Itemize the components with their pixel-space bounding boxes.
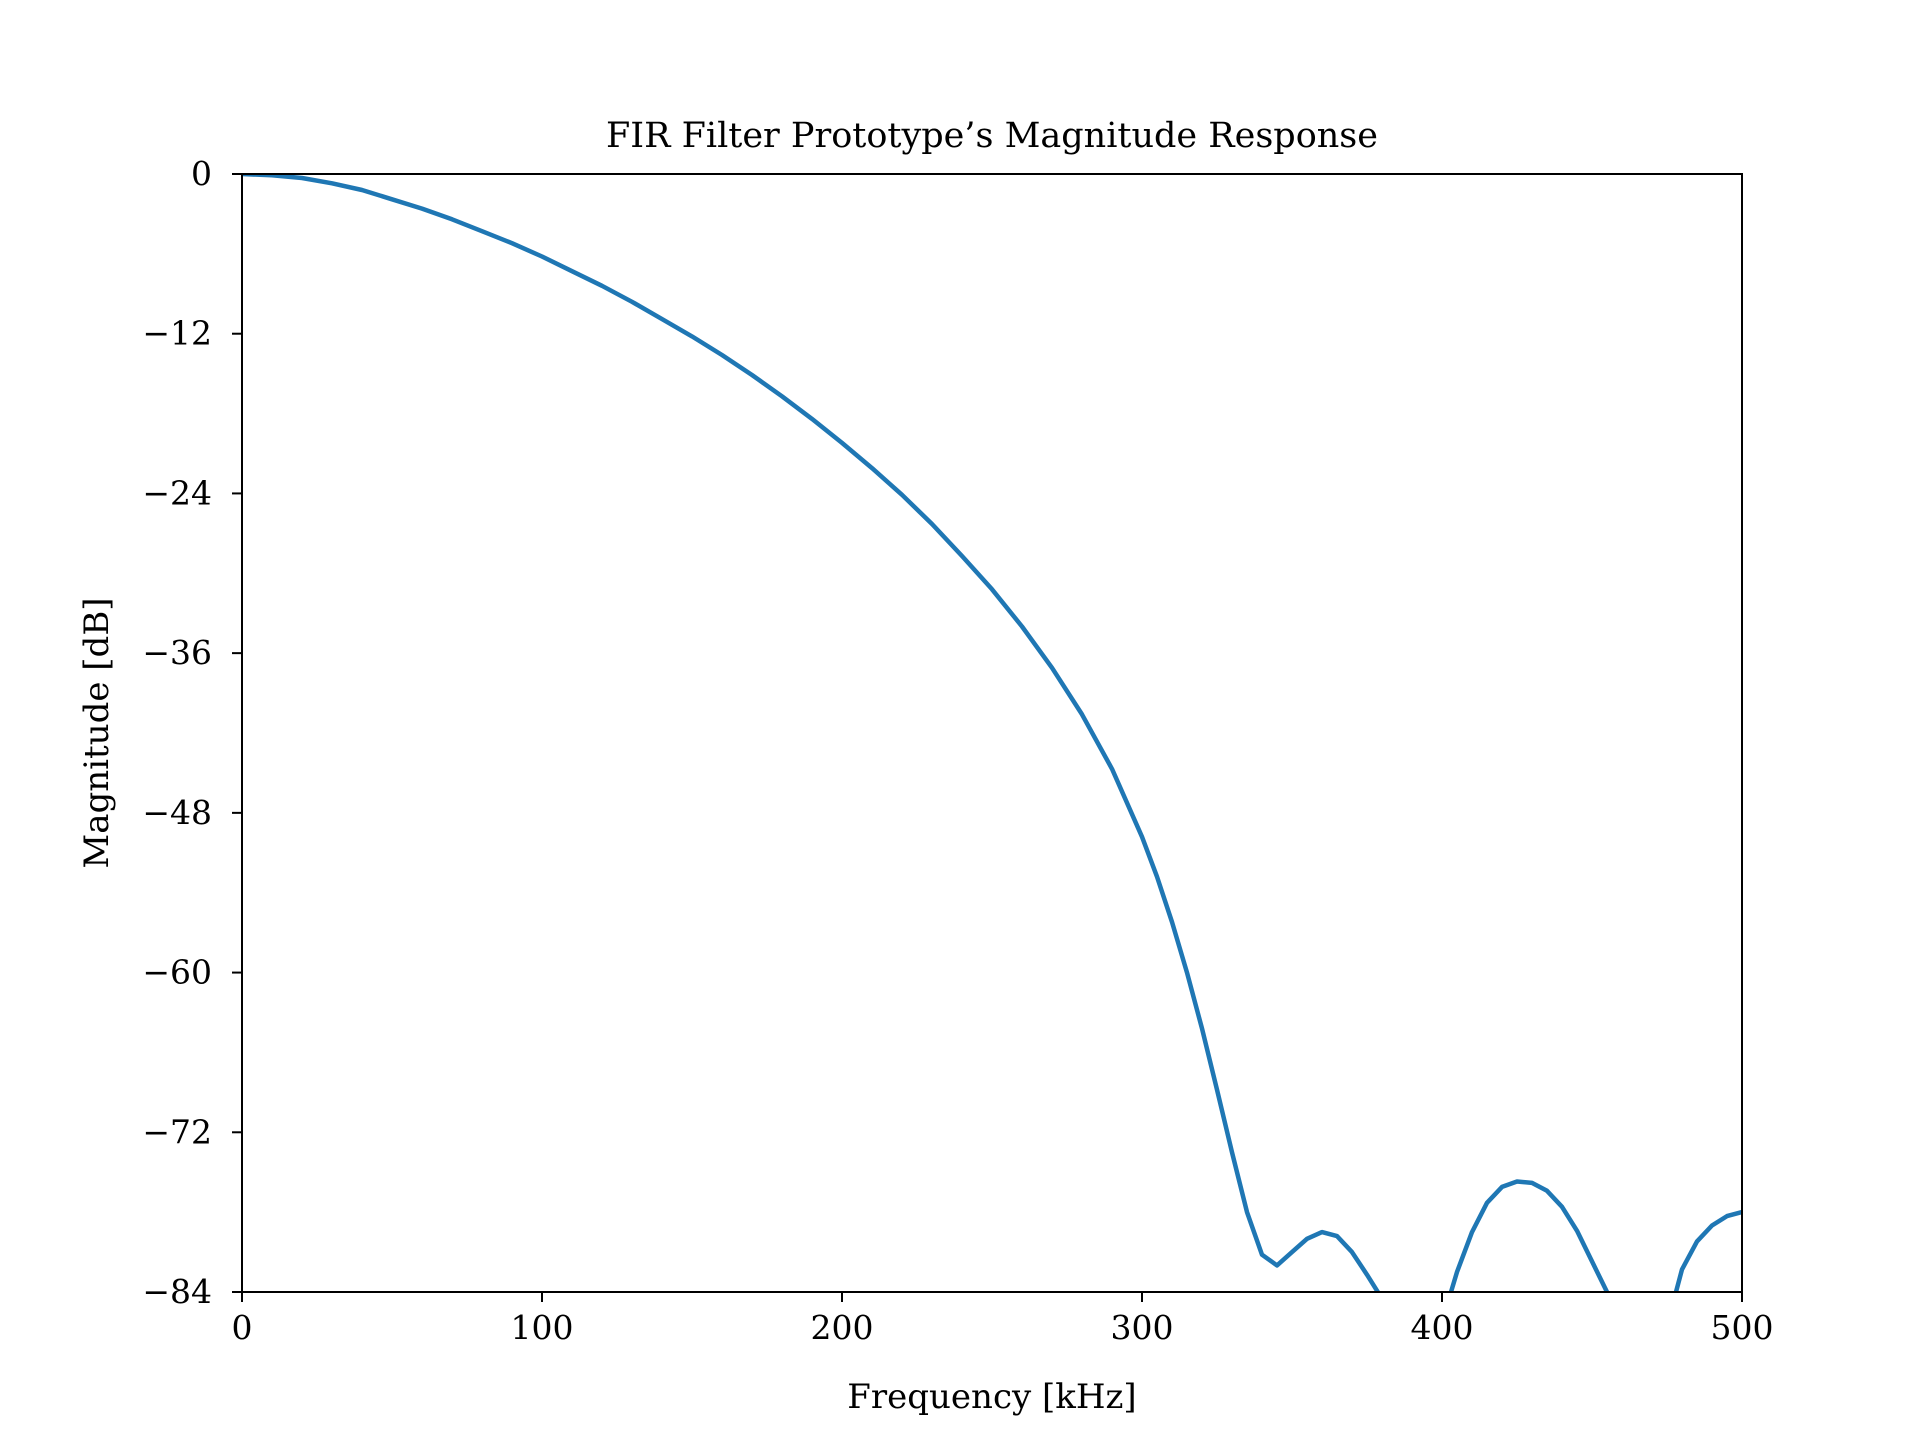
y-axis-label: Magnitude [dB]: [77, 597, 117, 868]
y-tick-label: −72: [142, 1112, 212, 1151]
y-tick-label: −12: [142, 314, 212, 353]
magnitude-line: [242, 174, 1742, 1292]
x-tick-label: 100: [511, 1308, 574, 1347]
chart-title: FIR Filter Prototype’s Magnitude Respons…: [606, 116, 1378, 156]
y-tick-label: −24: [142, 473, 212, 512]
plot-area: [241, 173, 1743, 1293]
x-tick-label: 500: [1711, 1308, 1774, 1347]
x-axis: 0 100 200 300 400 500: [232, 1292, 1774, 1347]
x-tick-label: 200: [811, 1308, 874, 1347]
x-tick-label: 0: [232, 1308, 253, 1347]
y-tick-label: −36: [142, 633, 212, 672]
y-tick-label: 0: [191, 154, 212, 193]
x-tick-label: 400: [1411, 1308, 1474, 1347]
y-tick-label: −60: [142, 953, 212, 992]
x-axis-label: Frequency [kHz]: [847, 1377, 1136, 1417]
y-tick-label: −84: [142, 1272, 212, 1311]
y-tick-label: −48: [142, 793, 212, 832]
y-axis: 0 −12 −24 −36 −48 −60 −72 −84: [142, 154, 242, 1311]
x-tick-label: 300: [1111, 1308, 1174, 1347]
axes-frame: [241, 173, 1743, 1293]
